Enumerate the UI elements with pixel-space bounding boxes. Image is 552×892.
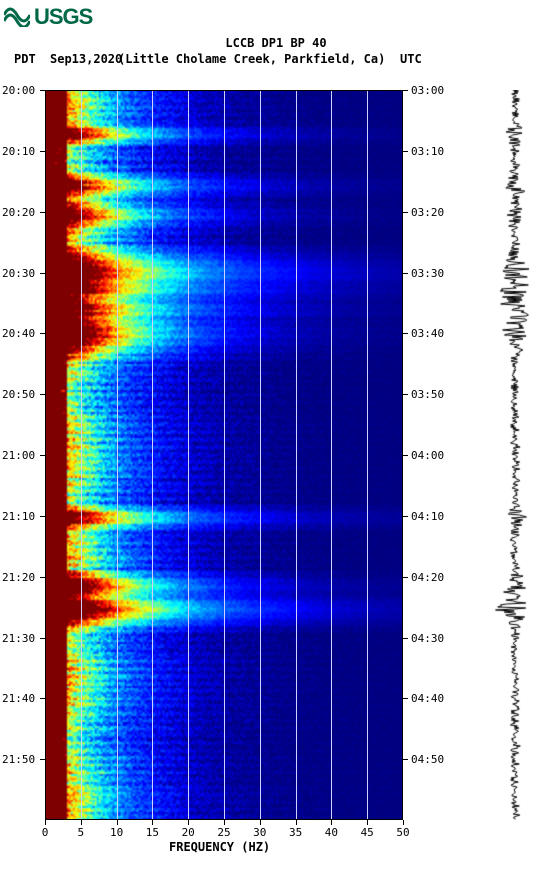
y-tick-mark <box>40 90 45 91</box>
y-tick-left: 20:30 <box>2 267 44 280</box>
usgs-logo-text: USGS <box>34 4 92 30</box>
y-tick-right: 03:10 <box>411 145 444 158</box>
x-tick-label: 25 <box>217 826 230 839</box>
y-tick-right: 03:30 <box>411 267 444 280</box>
plot-location: (Little Cholame Creek, Parkfield, Ca) <box>118 52 385 66</box>
x-tick-mark <box>367 820 368 825</box>
x-tick-mark <box>188 820 189 825</box>
y-tick-right: 03:00 <box>411 84 444 97</box>
x-tick-mark <box>403 820 404 825</box>
y-tick-right: 04:10 <box>411 510 444 523</box>
y-tick-mark <box>403 151 408 152</box>
x-tick-mark <box>331 820 332 825</box>
y-tick-mark <box>40 333 45 334</box>
left-timezone: PDT <box>14 52 36 66</box>
usgs-wave-icon <box>4 7 30 27</box>
y-tick-right: 04:40 <box>411 692 444 705</box>
usgs-logo: USGS <box>4 4 92 30</box>
x-tick-mark <box>45 820 46 825</box>
y-tick-left: 20:00 <box>2 84 44 97</box>
x-tick-label: 40 <box>325 826 338 839</box>
x-tick-label: 50 <box>396 826 409 839</box>
x-tick-label: 0 <box>42 826 49 839</box>
x-tick-label: 20 <box>182 826 195 839</box>
y-tick-mark <box>40 577 45 578</box>
y-tick-left: 21:00 <box>2 449 44 462</box>
y-tick-right: 04:00 <box>411 449 444 462</box>
y-tick-mark <box>403 759 408 760</box>
x-tick-mark <box>81 820 82 825</box>
y-tick-mark <box>403 212 408 213</box>
y-tick-left: 20:40 <box>2 327 44 340</box>
y-tick-mark <box>403 577 408 578</box>
y-tick-left: 21:30 <box>2 632 44 645</box>
y-tick-mark <box>40 698 45 699</box>
x-tick-label: 5 <box>77 826 84 839</box>
plot-date: Sep13,2020 <box>50 52 122 66</box>
y-tick-mark <box>40 759 45 760</box>
y-tick-left: 20:20 <box>2 206 44 219</box>
x-axis-label: FREQUENCY (HZ) <box>169 840 270 854</box>
y-tick-right: 04:20 <box>411 571 444 584</box>
y-tick-mark <box>403 333 408 334</box>
y-tick-left: 21:50 <box>2 753 44 766</box>
x-tick-label: 45 <box>361 826 374 839</box>
x-tick-label: 15 <box>146 826 159 839</box>
y-tick-mark <box>40 151 45 152</box>
x-tick-mark <box>224 820 225 825</box>
y-tick-mark <box>40 638 45 639</box>
x-tick-mark <box>117 820 118 825</box>
y-tick-left: 21:10 <box>2 510 44 523</box>
y-tick-mark <box>40 273 45 274</box>
y-tick-mark <box>403 698 408 699</box>
x-tick-label: 35 <box>289 826 302 839</box>
plot-title: LCCB DP1 BP 40 <box>0 36 552 50</box>
seismogram-trace <box>490 90 540 820</box>
y-tick-mark <box>403 273 408 274</box>
y-tick-right: 04:50 <box>411 753 444 766</box>
x-tick-label: 30 <box>253 826 266 839</box>
y-tick-right: 03:20 <box>411 206 444 219</box>
y-tick-right: 03:40 <box>411 327 444 340</box>
y-tick-mark <box>403 394 408 395</box>
y-tick-mark <box>40 212 45 213</box>
y-tick-left: 21:40 <box>2 692 44 705</box>
y-tick-left: 21:20 <box>2 571 44 584</box>
right-timezone: UTC <box>400 52 422 66</box>
y-tick-right: 04:30 <box>411 632 444 645</box>
y-tick-mark <box>40 516 45 517</box>
y-tick-mark <box>403 90 408 91</box>
x-tick-mark <box>296 820 297 825</box>
y-tick-left: 20:10 <box>2 145 44 158</box>
y-tick-mark <box>403 516 408 517</box>
y-tick-mark <box>40 455 45 456</box>
spectrogram-canvas <box>45 90 403 820</box>
x-tick-mark <box>260 820 261 825</box>
y-tick-right: 03:50 <box>411 388 444 401</box>
x-tick-mark <box>152 820 153 825</box>
y-tick-mark <box>403 455 408 456</box>
y-tick-mark <box>40 394 45 395</box>
x-tick-label: 10 <box>110 826 123 839</box>
y-tick-left: 20:50 <box>2 388 44 401</box>
spectrogram-plot <box>45 90 403 820</box>
y-tick-mark <box>403 638 408 639</box>
